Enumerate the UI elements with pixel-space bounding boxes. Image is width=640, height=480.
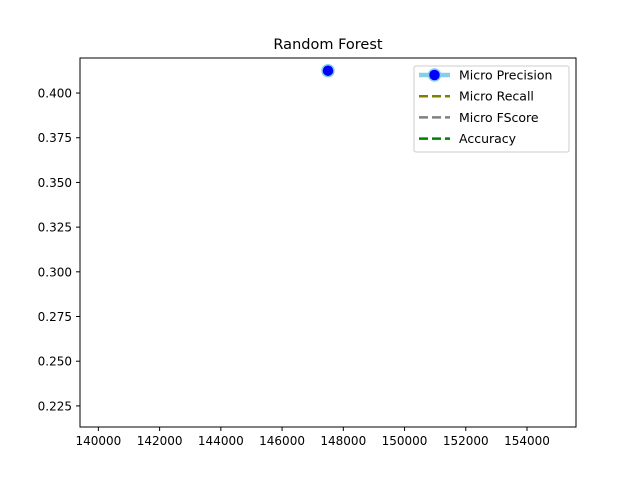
y-tick-label: 0.325 <box>38 221 72 235</box>
y-tick-label: 0.300 <box>38 265 72 279</box>
x-tick-label: 148000 <box>320 434 366 448</box>
y-tick-label: 0.250 <box>38 355 72 369</box>
legend-box <box>413 65 570 153</box>
y-tick-label: 0.375 <box>38 131 72 145</box>
x-tick-label: 146000 <box>259 434 305 448</box>
x-tick-label: 144000 <box>198 434 244 448</box>
x-tick-label: 154000 <box>504 434 550 448</box>
legend: Micro Precision Micro Recall Micro FScore A… <box>413 65 570 153</box>
y-tick-label: 0.350 <box>38 176 72 190</box>
chart-title: Random Forest <box>273 37 382 53</box>
y-axis: 0.225 0.250 0.275 0.300 0.325 0.350 0.375 0.400 <box>38 87 80 413</box>
x-tick-label: 142000 <box>137 434 183 448</box>
legend-handle <box>419 68 450 82</box>
y-tick-label: 0.275 <box>38 310 72 324</box>
legend-label: Accuracy <box>459 131 517 146</box>
x-tick-label: 150000 <box>382 434 428 448</box>
legend-label: Micro Recall <box>459 89 534 104</box>
series-layer <box>321 63 335 78</box>
x-axis: 140000 142000 144000 146000 148000 150000 1520… <box>75 427 550 448</box>
legend-label: Micro Precision <box>459 68 552 83</box>
x-tick-label: 152000 <box>443 434 489 448</box>
plot-area <box>79 57 577 428</box>
data-point <box>321 63 335 78</box>
y-tick-label: 0.225 <box>38 399 72 413</box>
legend-label: Micro FScore <box>459 110 539 125</box>
y-tick-label: 0.400 <box>38 87 72 101</box>
x-tick-label: 140000 <box>75 434 121 448</box>
